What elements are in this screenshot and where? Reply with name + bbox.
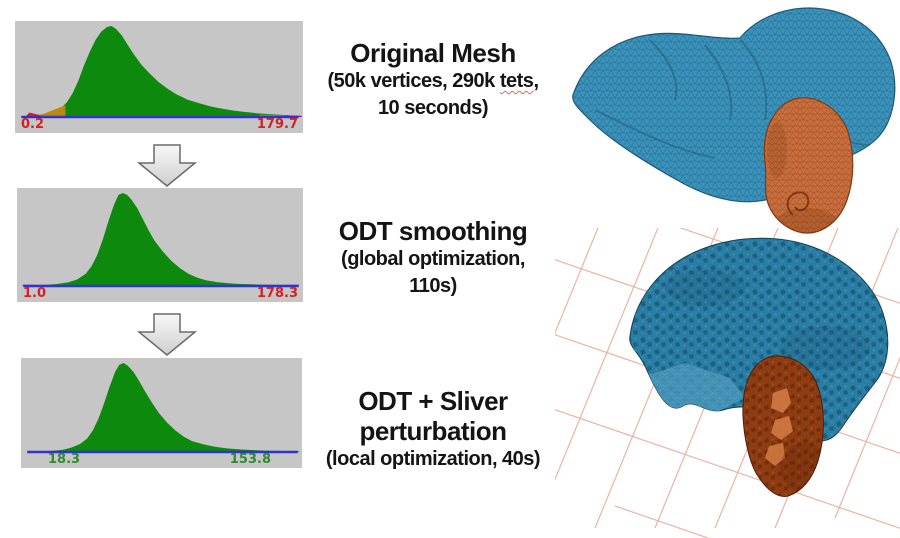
orange-mesh-shading (767, 122, 837, 234)
histogram-area (34, 193, 292, 286)
stage-caption-original: Original Mesh (50k vertices, 290k tets, … (300, 38, 566, 122)
stage-caption-odt: ODT smoothing (global optimization, 110s… (300, 216, 566, 300)
histogram-odt-sliver-plot (27, 363, 300, 454)
histogram-panel-original: 0.2 179.7 (15, 21, 303, 133)
histogram-panel-odt-sliver: 18.3 153.8 (21, 358, 302, 468)
histogram-area (40, 363, 300, 452)
orange-mesh-wireframe (764, 97, 853, 234)
subtitle-text: (50k vertices, 290k (327, 70, 500, 92)
histogram-min-label: 0.2 (21, 117, 45, 132)
histogram-min-label: 18.3 (48, 452, 81, 467)
histogram-max-label: 178.3 (256, 286, 298, 301)
mesh-render-original (572, 7, 896, 234)
subtitle-text: , (533, 70, 539, 92)
blue-mesh-wireframe (572, 8, 895, 202)
stage-title: ODT smoothing (338, 216, 528, 246)
histogram-panel-odt: 1.0 178.3 (17, 188, 303, 302)
stage-title-line1: ODT + Sliver (358, 386, 508, 416)
stage-subtitle-line2: 10 seconds) (377, 97, 489, 119)
kidney-texture (742, 355, 824, 497)
stage-caption-odt-sliver: ODT + Sliver perturbation (local optimiz… (300, 386, 566, 473)
histogram-area (29, 26, 299, 117)
stage-subtitle-line2: 110s) (409, 275, 457, 297)
subtitle-spellcheck-word: tets (499, 70, 534, 92)
histogram-max-label: 153.8 (229, 452, 271, 467)
down-arrow-shape (136, 144, 198, 187)
histogram-area (30, 105, 66, 117)
histogram-odt-plot (22, 193, 299, 288)
stage-subtitle-line1: (global optimization, (341, 248, 525, 270)
down-arrow-shape (136, 313, 198, 356)
mesh-render-optimized (555, 228, 900, 538)
stage-title-line2: perturbation (359, 416, 507, 446)
down-arrow-icon (136, 144, 198, 187)
stage-title: Original Mesh (350, 38, 516, 68)
down-arrow-icon (136, 313, 198, 356)
stage-subtitle-line1: (local optimization, 40s) (325, 448, 541, 470)
histogram-max-label: 179.7 (256, 117, 298, 132)
histogram-min-label: 1.0 (23, 286, 47, 301)
histogram-original-plot (21, 26, 302, 119)
kidney-light-patches (765, 388, 793, 466)
stage-subtitle-line1: (50k vertices, 290k tets, (300, 68, 566, 95)
